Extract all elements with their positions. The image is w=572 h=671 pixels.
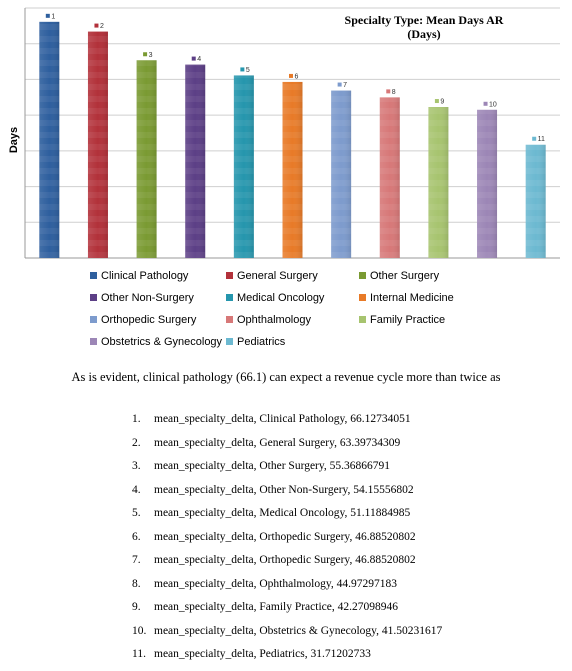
legend-swatch [90,294,97,301]
specialty-list: 1. mean_specialty_delta, Clinical Patholo… [132,412,442,671]
legend-swatch [90,272,97,279]
legend-entry: Obstetrics & Gynecology [101,336,223,348]
bar-shading [87,31,108,258]
legend-entry: Medical Oncology [237,292,325,304]
chart-title: Specialty Type: Mean Days AR [345,13,504,27]
list-item-text: mean_specialty_delta, General Surgery, 6… [154,436,401,449]
list-item: 4. mean_specialty_delta, Other Non-Surger… [132,483,442,507]
bar-number-label: 10 [489,101,497,108]
bar-shading [282,81,303,258]
bar-number-label: 2 [100,23,104,30]
list-item-text: mean_specialty_delta, Ophthalmology, 44.… [154,577,397,590]
list-item-number: 8. [132,577,141,590]
bar-shading [331,90,352,258]
list-item-number: 11. [132,648,146,660]
chart-title-unit: (Days) [407,27,440,41]
list-item-number: 5. [132,507,141,519]
bar-number-marker [289,73,293,78]
list-item-number: 4. [132,483,141,496]
list-item: 5. mean_specialty_delta, Medical Oncology… [132,506,442,530]
list-item-text: mean_specialty_delta, Orthopedic Surgery… [154,554,416,566]
list-item-text: mean_specialty_delta, Other Surgery, 55.… [154,460,391,472]
bar-number-marker [386,89,391,94]
list-item: 10. mean_specialty_delta, Obstetrics & Gy… [132,624,442,648]
list-item: 8. mean_specialty_delta, Ophthalmology, 4… [132,577,442,601]
legend-entry: Family Practice [370,314,445,326]
list-item-text: mean_specialty_delta, Obstetrics & Gynec… [154,624,443,637]
bar-number-marker [337,82,342,87]
list-item-text: mean_specialty_delta, Medical Oncology, … [154,507,411,519]
bar-shading [185,64,206,259]
body-sentence: As is evident, clinical pathology (66.1)… [71,370,501,384]
bar-number-marker [483,101,488,106]
legend-swatch [90,316,97,323]
bar-shading [379,97,400,259]
list-item-number: 2. [132,436,141,449]
legend-swatch [226,272,233,279]
legend-swatch [359,272,366,279]
bar-number-label: 11 [538,136,545,143]
list-item: 9. mean_specialty_delta, Family Practice,… [132,600,442,624]
bar-shading [233,75,254,258]
bar-shading [136,60,157,258]
list-item: 3. mean_specialty_delta, Other Surgery, 5… [132,459,442,483]
legend-swatch [226,294,233,301]
list-item: 11. mean_specialty_delta, Pediatrics, 31.… [132,647,442,671]
list-item-text: mean_specialty_delta, Pediatrics, 31.712… [154,648,371,660]
bar-number-marker [434,99,439,104]
legend-swatch [359,294,366,301]
legend-swatch [90,338,97,345]
bar-number-label: 6 [295,73,299,80]
chart-legend: Clinical Pathology General Surgery Other S… [90,270,454,348]
bar-number-marker [143,52,148,57]
list-item: 2. mean_specialty_delta, General Surgery,… [132,436,442,460]
bar-number-marker [191,56,196,61]
bar-shading [525,144,546,258]
bar-number-label: 3 [149,52,153,59]
legend-entry: General Surgery [237,270,318,282]
bar-number-marker [94,23,99,28]
list-item: 6. mean_specialty_delta, Orthopedic Surge… [132,530,442,554]
chart-bar-numbers: 1 2 3 4 5 6 7 8 9 10 11 [45,13,545,143]
legend-entry: Orthopedic Surgery [101,314,197,326]
list-item-number: 6. [132,530,141,543]
list-item-number: 7. [132,554,141,566]
list-item: 1. mean_specialty_delta, Clinical Patholo… [132,412,442,436]
bar-shading [39,21,60,258]
bar-number-label: 1 [51,13,55,20]
legend-swatch [226,338,233,345]
legend-entry: Pediatrics [237,336,286,348]
legend-swatch [359,316,366,323]
chart-bars [39,21,546,259]
bar-number-label: 9 [440,99,444,106]
list-item-number: 1. [132,413,141,425]
bar-shading [477,109,498,259]
bar-chart: 1 2 3 4 5 6 7 8 9 10 11 Clinical Pathology General … [8,7,560,348]
list-item-text: mean_specialty_delta, Other Non-Surgery,… [154,483,414,496]
list-item-number: 9. [132,601,141,613]
bar-number-label: 7 [343,82,347,89]
legend-entry: Ophthalmology [237,314,311,326]
legend-entry: Other Surgery [370,270,440,282]
y-axis-label: Days [8,127,20,153]
bar-shading [428,107,449,258]
bar-number-label: 4 [197,56,201,63]
legend-entry: Internal Medicine [370,292,454,304]
list-item-text: mean_specialty_delta, Clinical Pathology… [154,413,411,425]
bar-number-marker [532,136,537,141]
list-item-number: 3. [132,460,141,472]
bar-number-label: 8 [392,89,396,96]
list-item-text: mean_specialty_delta, Family Practice, 4… [154,601,398,613]
list-item: 7. mean_specialty_delta, Orthopedic Surge… [132,553,442,577]
bar-number-marker [45,13,50,18]
bar-number-marker [240,67,245,72]
legend-swatch [226,316,233,323]
bar-number-label: 5 [246,67,250,74]
list-item-number: 10. [132,624,147,637]
list-item-text: mean_specialty_delta, Orthopedic Surgery… [154,530,416,543]
legend-entry: Other Non-Surgery [101,292,194,304]
legend-entry: Clinical Pathology [101,270,189,282]
